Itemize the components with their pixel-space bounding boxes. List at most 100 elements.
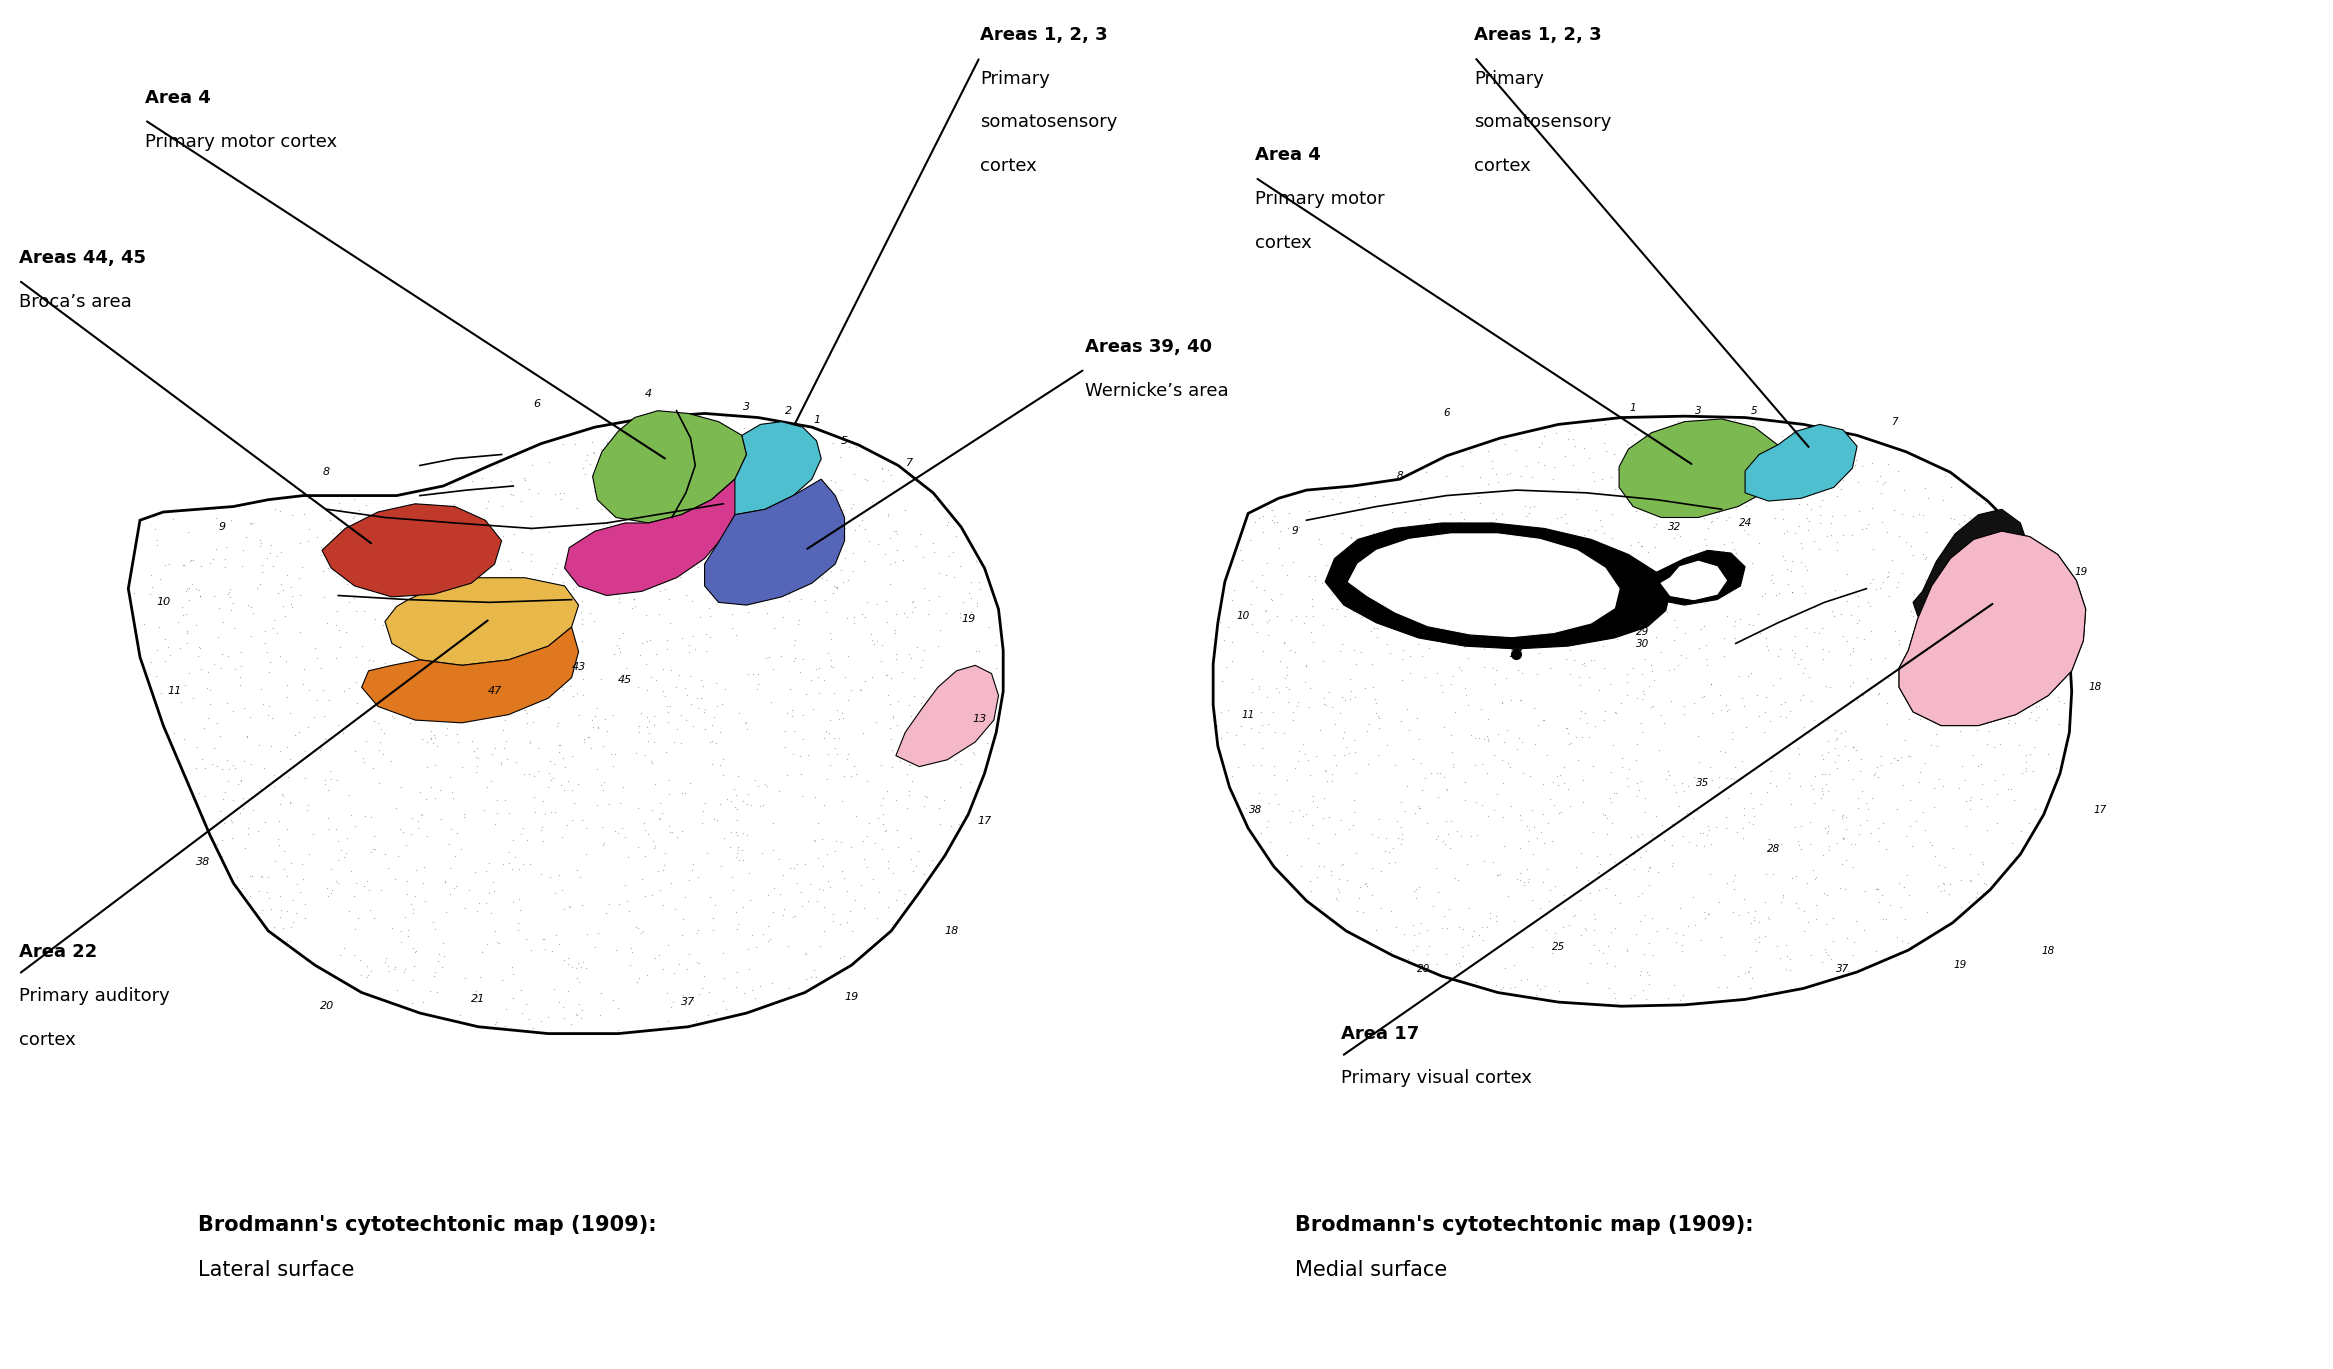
Point	[1859, 878, 1897, 899]
Point	[495, 485, 532, 507]
Point	[1222, 549, 1260, 571]
Point	[208, 749, 245, 771]
Point	[1738, 941, 1775, 962]
Point	[1880, 634, 1918, 656]
Point	[761, 461, 798, 483]
Point	[1507, 968, 1544, 990]
Point	[1474, 450, 1512, 472]
Point	[1659, 931, 1696, 953]
Point	[1292, 880, 1330, 902]
Point	[1484, 976, 1521, 998]
Point	[2004, 653, 2041, 675]
Point	[329, 549, 366, 571]
Point	[1528, 920, 1565, 942]
Point	[327, 680, 364, 702]
Point	[1815, 930, 1852, 951]
Point	[217, 658, 254, 680]
Point	[609, 433, 646, 455]
Point	[1792, 834, 1829, 856]
Point	[1782, 531, 1820, 553]
Point	[789, 479, 826, 501]
Point	[1717, 409, 1754, 431]
Point	[754, 901, 791, 923]
Point	[1586, 439, 1624, 461]
Point	[770, 590, 807, 612]
Point	[420, 711, 457, 732]
Point	[422, 575, 460, 597]
Point	[644, 552, 681, 574]
Point	[1523, 773, 1561, 795]
Point	[933, 815, 971, 836]
Point	[684, 675, 721, 697]
Point	[600, 1020, 637, 1042]
Point	[735, 924, 772, 946]
Point	[481, 675, 518, 697]
Point	[1988, 698, 2025, 720]
Point	[1460, 727, 1498, 749]
Text: 1: 1	[1631, 402, 1635, 413]
Point	[663, 782, 700, 804]
Point	[513, 939, 551, 961]
Point	[572, 553, 609, 575]
Point	[1633, 660, 1670, 682]
Point	[1267, 667, 1304, 689]
Point	[198, 538, 236, 560]
Point	[394, 969, 432, 991]
Point	[532, 750, 569, 772]
Point	[1708, 694, 1745, 716]
Point	[1757, 585, 1794, 606]
Point	[275, 912, 313, 934]
Point	[371, 750, 408, 772]
Point	[558, 683, 595, 705]
Point	[649, 1010, 686, 1032]
Point	[329, 542, 366, 564]
Point	[1416, 857, 1453, 879]
Text: 6: 6	[532, 398, 541, 409]
Point	[142, 682, 180, 704]
Point	[1241, 508, 1278, 530]
Point	[1519, 663, 1556, 684]
Point	[651, 816, 688, 838]
Point	[1922, 601, 1960, 623]
Point	[1519, 713, 1556, 735]
Point	[1666, 622, 1703, 643]
Point	[952, 601, 989, 623]
Point	[1757, 507, 1794, 528]
Point	[735, 664, 772, 686]
Point	[1841, 823, 1878, 845]
Point	[873, 574, 910, 596]
Point	[182, 585, 219, 606]
Point	[1435, 756, 1472, 778]
Text: 24: 24	[1738, 517, 1752, 528]
Point	[1236, 576, 1274, 598]
Point	[1556, 649, 1593, 671]
Point	[504, 1002, 541, 1024]
Point	[877, 623, 915, 645]
Point	[1603, 560, 1640, 582]
Point	[723, 433, 761, 455]
Point	[1327, 580, 1365, 602]
Point	[1547, 504, 1584, 526]
Point	[180, 645, 217, 667]
Point	[623, 645, 660, 667]
Point	[1838, 594, 1876, 616]
Point	[1558, 489, 1596, 511]
Point	[1463, 753, 1500, 775]
Point	[1747, 864, 1785, 886]
Point	[1208, 656, 1246, 678]
Point	[1764, 545, 1801, 567]
Point	[1780, 437, 1817, 459]
Point	[651, 695, 688, 717]
Point	[506, 468, 544, 490]
Point	[1316, 824, 1353, 846]
Point	[448, 709, 485, 731]
Point	[1383, 616, 1421, 638]
Point	[569, 519, 607, 541]
Point	[1946, 695, 1983, 717]
Point	[1467, 611, 1505, 632]
Point	[1512, 465, 1549, 487]
Point	[287, 908, 324, 930]
Point	[308, 612, 345, 634]
Point	[628, 846, 665, 868]
Point	[1442, 512, 1479, 534]
